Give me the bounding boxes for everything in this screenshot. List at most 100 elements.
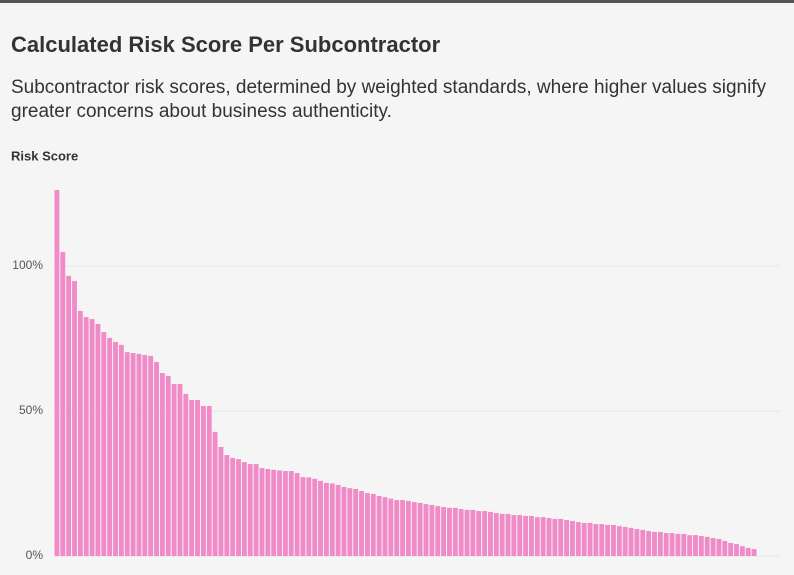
bar <box>499 513 505 556</box>
bar <box>200 406 206 556</box>
bar <box>171 384 177 556</box>
bar <box>411 502 417 556</box>
bar <box>294 473 300 556</box>
bar <box>570 520 575 556</box>
bar <box>159 373 165 556</box>
bar <box>611 524 616 556</box>
bar <box>669 533 675 556</box>
y-tick-label: 50% <box>19 403 43 417</box>
chart-title: Calculated Risk Score Per Subcontractor <box>11 32 441 57</box>
bar <box>60 252 66 556</box>
bar <box>335 484 341 556</box>
bar <box>288 471 294 556</box>
bar <box>517 515 523 556</box>
bar <box>464 509 470 556</box>
bar <box>306 477 312 556</box>
bar <box>470 509 476 556</box>
bar <box>89 319 95 556</box>
bar <box>282 471 288 556</box>
bar <box>107 337 113 556</box>
bar <box>476 511 482 556</box>
bar <box>441 506 447 556</box>
bar <box>66 275 72 556</box>
bar <box>429 504 435 556</box>
bar <box>247 464 253 556</box>
bar <box>370 493 376 556</box>
bar <box>687 535 693 556</box>
bar <box>259 468 265 556</box>
bar <box>552 518 558 556</box>
bar <box>218 446 224 556</box>
bar <box>540 517 546 556</box>
bar <box>142 355 148 556</box>
bar <box>312 478 318 556</box>
bar <box>452 507 458 556</box>
bar <box>628 527 634 556</box>
bar <box>675 533 681 556</box>
bar <box>488 511 493 556</box>
bar <box>716 538 722 556</box>
bar <box>534 517 540 556</box>
bar <box>505 513 511 556</box>
bar <box>347 488 353 556</box>
bar <box>265 469 271 556</box>
bar <box>622 527 628 556</box>
bar <box>83 317 89 556</box>
bar <box>72 281 77 556</box>
bar <box>224 455 230 556</box>
bar <box>529 515 534 556</box>
bar <box>300 477 306 556</box>
bar <box>359 491 364 556</box>
bar <box>364 493 370 556</box>
bar <box>482 511 488 556</box>
bar <box>704 536 710 556</box>
bar <box>652 531 657 556</box>
bar <box>751 549 757 556</box>
bar <box>271 469 277 556</box>
bar <box>734 544 739 556</box>
bar <box>206 406 212 556</box>
bar <box>54 190 60 556</box>
chart: Risk Score 0% 50% 100% <box>11 148 780 562</box>
bar <box>376 495 382 556</box>
bar <box>640 529 646 556</box>
bar <box>101 332 107 556</box>
bar <box>118 344 124 556</box>
bar <box>663 533 669 556</box>
bar <box>95 324 101 556</box>
bar <box>177 384 183 556</box>
bar <box>558 518 564 556</box>
bar <box>353 489 359 556</box>
bar <box>657 531 663 556</box>
bar <box>394 500 400 556</box>
bar <box>575 522 581 556</box>
bar <box>189 399 195 556</box>
bar <box>447 507 452 556</box>
chart-subtitle: Subcontractor risk scores, determined by… <box>11 77 767 122</box>
bar <box>417 502 423 556</box>
bar <box>154 361 159 556</box>
bar <box>195 399 200 556</box>
bar <box>136 353 142 556</box>
y-tick-label: 0% <box>26 548 44 562</box>
bar <box>423 504 429 556</box>
bar <box>183 393 189 556</box>
bar <box>693 535 698 556</box>
bar <box>599 524 605 556</box>
bar <box>329 483 335 556</box>
bar <box>728 542 734 556</box>
bar <box>406 500 411 556</box>
bar <box>634 529 640 556</box>
bar <box>546 518 552 556</box>
bar <box>124 352 130 556</box>
bar <box>236 459 241 556</box>
bar <box>277 470 282 556</box>
bar <box>587 522 593 556</box>
bar <box>341 486 347 556</box>
bar <box>616 526 622 556</box>
bar <box>253 464 259 556</box>
bar <box>581 522 587 556</box>
bar <box>113 341 118 556</box>
bar <box>323 482 329 556</box>
